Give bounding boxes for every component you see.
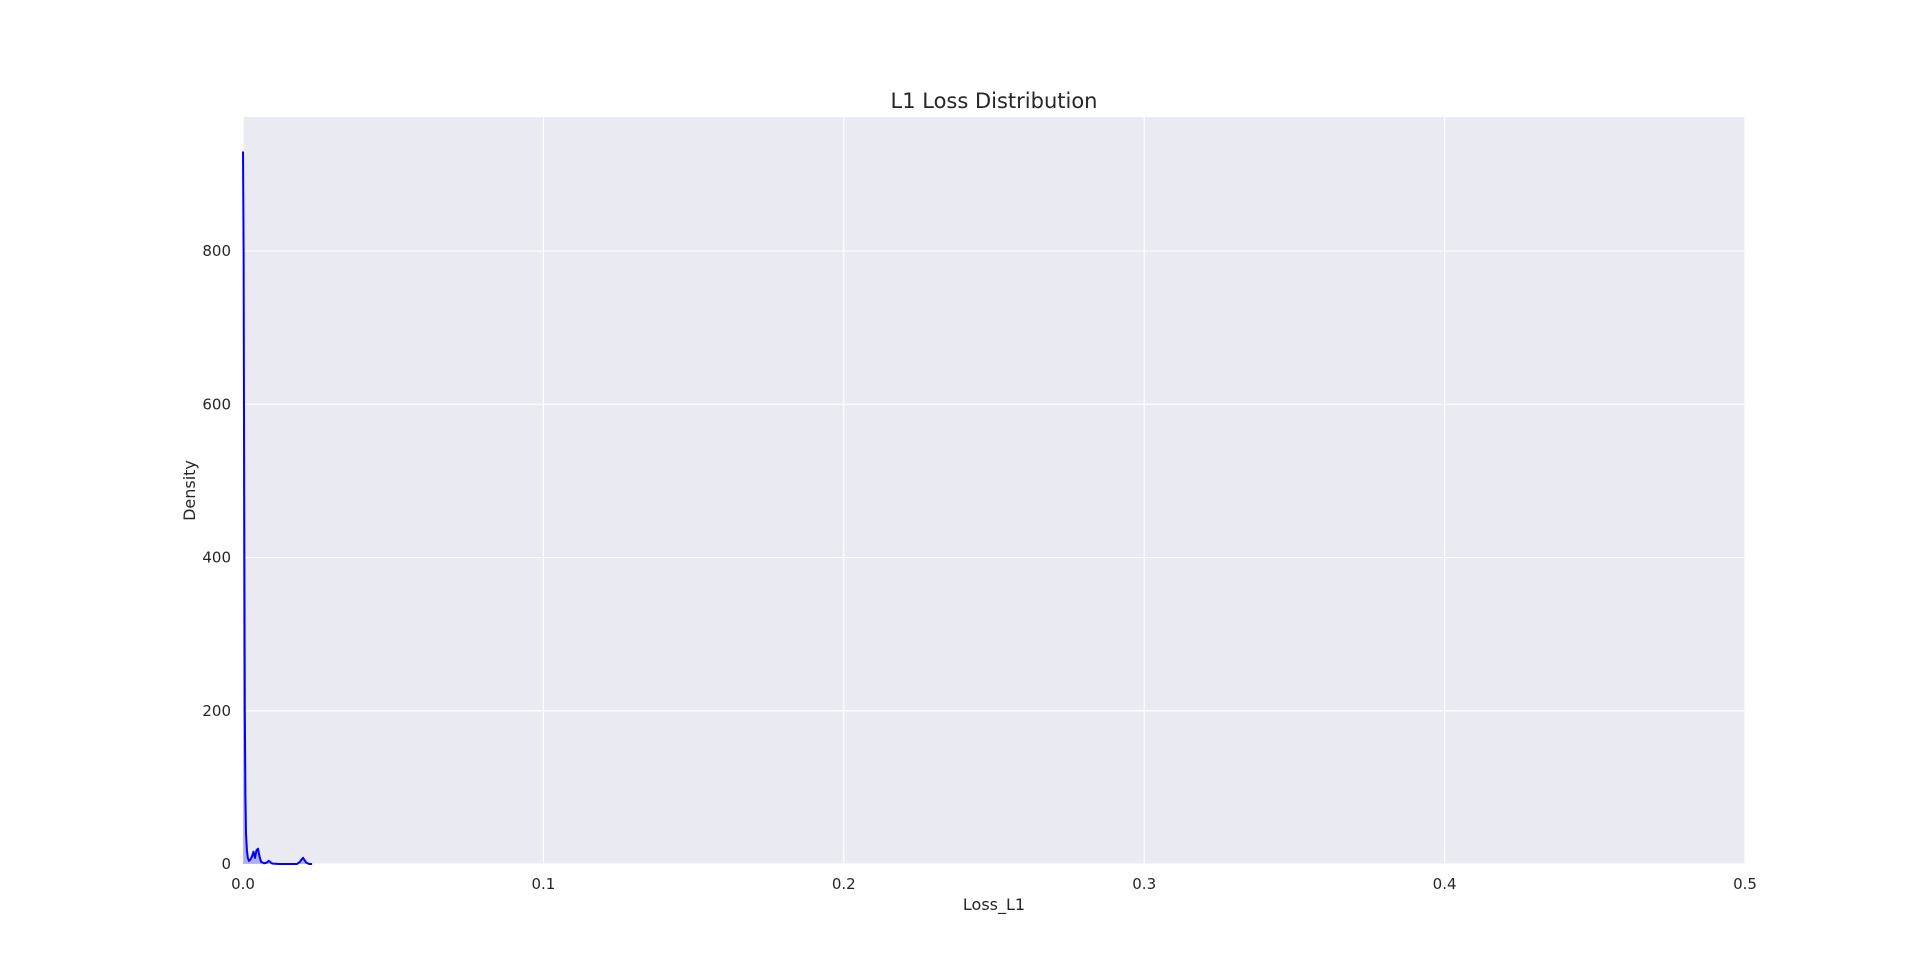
y-tick-label: 200 [202, 702, 231, 720]
y-tick-label: 0 [221, 855, 231, 873]
x-axis-label: Loss_L1 [963, 895, 1025, 915]
density-line [242, 151, 313, 865]
series-layer [242, 151, 313, 865]
tick-labels: 0.0 0.1 0.2 0.3 0.4 0.5 0 200 400 600 800 [202, 242, 1757, 893]
x-tick-label: 0.1 [531, 875, 555, 893]
x-tick-label: 0.3 [1132, 875, 1156, 893]
grid-lines [242, 117, 1746, 865]
x-tick-label: 0.0 [231, 875, 255, 893]
y-tick-label: 400 [202, 549, 231, 567]
x-tick-label: 0.4 [1433, 875, 1457, 893]
x-tick-label: 0.2 [832, 875, 856, 893]
y-axis-label: Density [180, 460, 199, 521]
y-tick-label: 600 [202, 395, 231, 413]
y-tick-label: 800 [202, 242, 231, 260]
x-tick-label: 0.5 [1733, 875, 1757, 893]
chart-title: L1 Loss Distribution [891, 89, 1098, 113]
plot-background [243, 117, 1745, 864]
